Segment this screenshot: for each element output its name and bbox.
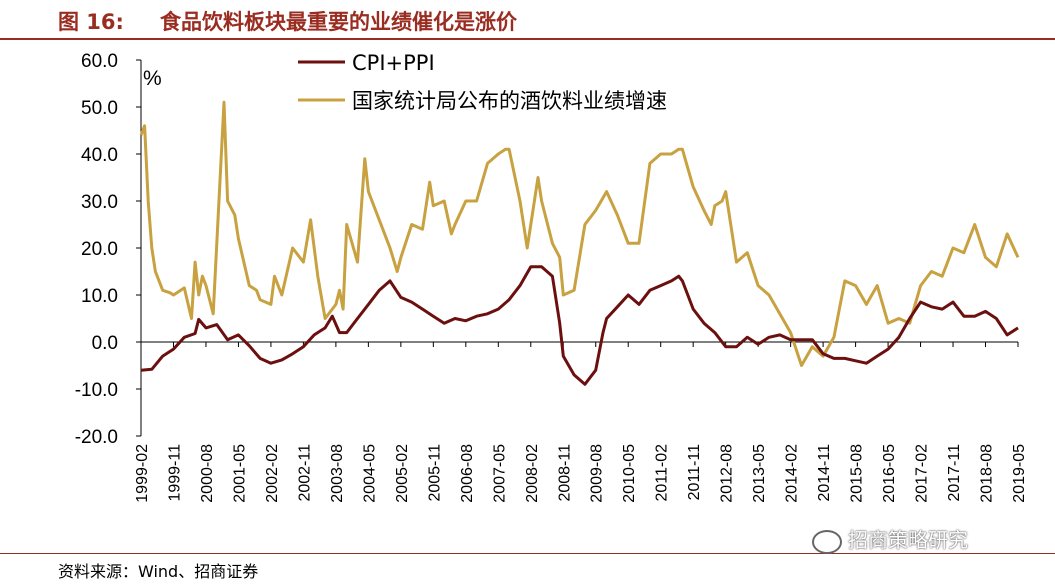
y-tick-label: 20.0: [81, 239, 118, 260]
line-chart: 60.0 50.0 40.0 30.0 20.0 10.0 0.0 -10.0 -20.0 19…: [75, 51, 1028, 503]
x-tick-label: 1999-02: [134, 444, 151, 503]
x-tick-label: 2011-02: [654, 444, 671, 502]
x-tick-label: 2003-08: [329, 444, 346, 503]
y-tick-label: 30.0: [81, 192, 118, 213]
y-tick-label: 0.0: [92, 333, 118, 354]
y-tick-label: -10.0: [75, 380, 118, 401]
x-tick-label: 2014-02: [784, 444, 801, 503]
legend: CPI+PPI 国家统计局公布的酒饮料业绩增速: [298, 51, 667, 113]
x-tick-label: 2005-02: [394, 444, 411, 503]
title-bar: 图 16: 食品饮料板块最重要的业绩催化是涨价: [0, 0, 1055, 40]
x-tick-label: 2006-08: [459, 444, 476, 503]
x-tick-label: 2002-11: [296, 444, 313, 502]
x-axis: 1999-02 1999-11 2000-08 2001-05 2002-02 2002-…: [134, 341, 1028, 503]
x-tick-label: 2008-11: [556, 444, 573, 502]
x-tick-label: 2008-02: [524, 444, 541, 503]
y-tick-label: 60.0: [81, 51, 118, 72]
x-tick-label: 2015-08: [849, 444, 866, 503]
legend-item-cpi-ppi-label: CPI+PPI: [352, 51, 435, 75]
legend-item-liquor-beverage-label: 国家统计局公布的酒饮料业绩增速: [352, 89, 667, 113]
series-line-cpi-ppi: [140, 265, 1019, 386]
y-axis: 60.0 50.0 40.0 30.0 20.0 10.0 0.0 -10.0 -20.0: [75, 51, 142, 448]
y-tick-label: -20.0: [75, 427, 118, 448]
x-tick-label: 2009-08: [589, 444, 606, 503]
chart-title: 食品饮料板块最重要的业绩催化是涨价: [160, 10, 517, 34]
series-layer: [139, 100, 1020, 386]
x-tick-label: 2018-08: [979, 444, 996, 503]
x-tick-label: 2011-11: [686, 444, 703, 500]
x-tick-label: 2000-08: [199, 444, 216, 503]
y-tick-label: 10.0: [81, 286, 118, 307]
y-tick-label: 50.0: [81, 98, 118, 119]
x-tick-label: 2002-02: [264, 444, 281, 503]
watermark-text: 招商策略研究: [848, 528, 968, 552]
y-unit-label: %: [143, 67, 162, 90]
x-tick-label: 2019-05: [1011, 444, 1028, 503]
x-tick-label: 2001-05: [231, 444, 248, 503]
x-tick-label: 2004-05: [361, 444, 378, 503]
x-tick-label: 2013-05: [751, 444, 768, 503]
watermark: 招商策略研究: [812, 524, 968, 554]
source-note: 资料来源：Wind、招商证券: [58, 562, 259, 581]
x-tick-label: 2007-05: [491, 444, 508, 503]
figure-label: 图 16:: [58, 10, 124, 34]
x-tick-label: 2017-11: [946, 444, 963, 502]
x-tick-label: 2017-02: [914, 444, 931, 503]
series-line-liquor-beverage: [139, 100, 1020, 367]
x-tick-label: 2016-05: [881, 444, 898, 503]
x-tick-label: 2010-05: [621, 444, 638, 503]
x-tick-label: 2014-11: [816, 444, 833, 502]
x-tick-label: 1999-11: [166, 444, 183, 502]
x-tick-label: 2012-08: [719, 444, 736, 503]
y-tick-label: 40.0: [81, 145, 118, 166]
x-tick-label: 2005-11: [426, 444, 443, 502]
wechat-icon: [812, 529, 842, 554]
source-divider: [0, 553, 1055, 554]
